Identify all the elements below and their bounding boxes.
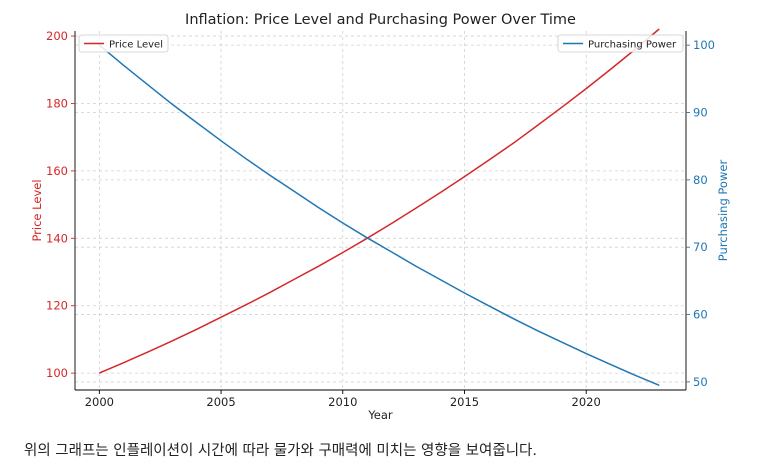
dual-axis-line-chart: 2000 2005 2010 2015 2020 100 120 140 160 180 200 50… — [30, 12, 730, 422]
chart-caption: 위의 그래프는 인플레이션이 시간에 따라 물가와 구매력에 미치는 영향을 보… — [24, 443, 537, 459]
legend-box — [78, 34, 169, 53]
series-line-price-level — [99, 28, 660, 374]
legend-label: Purchasing Power — [588, 40, 677, 51]
x-axis-label: Year — [367, 408, 393, 422]
legend-box — [557, 34, 684, 53]
left-y-tick-label: 160 — [46, 164, 68, 178]
left-y-tick-label: 200 — [46, 29, 68, 43]
x-tick-label: 2015 — [450, 395, 479, 409]
chart-title: Inflation: Price Level and Purchasing Po… — [185, 12, 576, 28]
right-y-axis-label: Purchasing Power — [716, 160, 730, 262]
chart-container: 2000 2005 2010 2015 2020 100 120 140 160 180 200 50… — [30, 12, 730, 422]
left-y-axis-label: Price Level — [30, 179, 44, 241]
x-tick-label: 2010 — [328, 395, 357, 409]
legend-label: Price Level — [109, 40, 163, 51]
series-line-purchasing-power — [98, 44, 660, 386]
x-tick-label: 2020 — [572, 395, 601, 409]
left-y-tick-label: 100 — [46, 366, 68, 380]
right-y-tick-label: 60 — [693, 308, 708, 322]
right-y-tick-label: 100 — [693, 38, 715, 52]
right-y-tick-label: 70 — [693, 240, 708, 254]
x-tick-label: 2000 — [85, 395, 114, 409]
right-y-tick-label: 80 — [693, 173, 708, 187]
x-tick-label: 2005 — [206, 395, 235, 409]
right-y-tick-label: 90 — [693, 105, 708, 119]
left-y-tick-label: 140 — [46, 231, 68, 245]
right-y-tick-label: 50 — [693, 375, 708, 389]
left-y-tick-label: 180 — [46, 96, 68, 110]
left-y-tick-label: 120 — [46, 299, 68, 313]
